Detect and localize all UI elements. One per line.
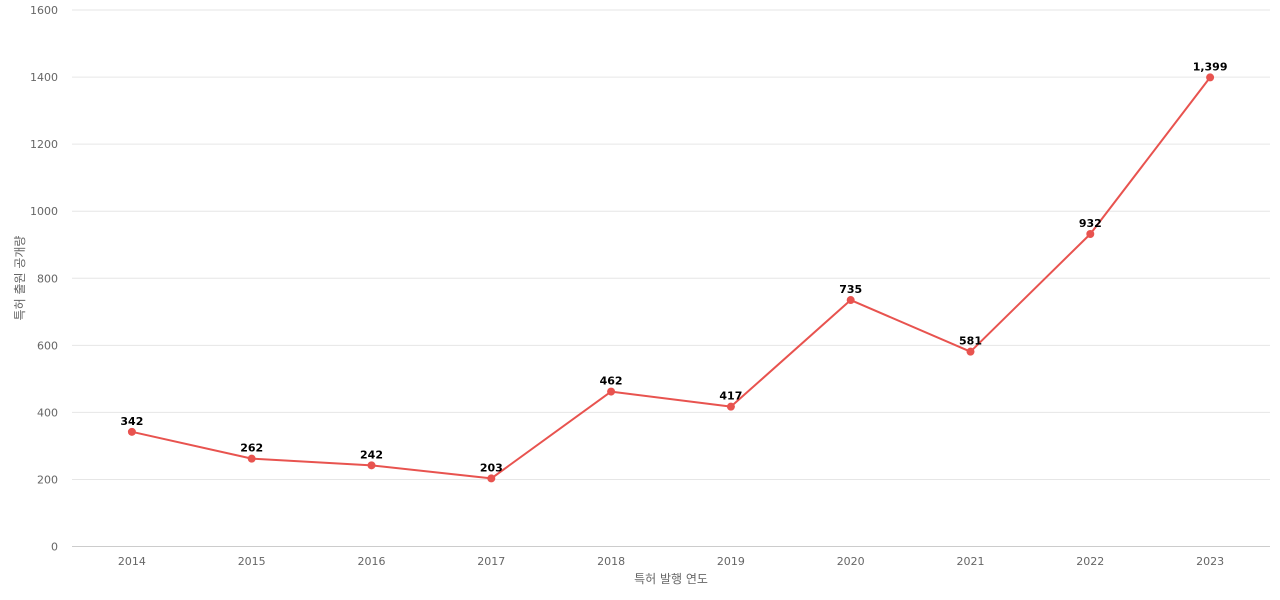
- y-tick-label: 600: [37, 339, 58, 352]
- y-tick-label: 1600: [30, 4, 58, 17]
- y-tick-label: 1000: [30, 205, 58, 218]
- x-tick-label: 2020: [837, 555, 865, 568]
- y-axis-title: 특허 출원 공개량: [13, 236, 27, 321]
- data-point-2021[interactable]: [966, 347, 975, 356]
- data-label-2014: 342: [120, 415, 143, 428]
- data-label-2022: 932: [1079, 217, 1102, 230]
- x-tick-label: 2014: [118, 555, 146, 568]
- data-label-2015: 262: [240, 442, 263, 455]
- series-line: [131, 76, 1211, 480]
- data-point-2020[interactable]: [846, 296, 855, 305]
- data-point-2018[interactable]: [607, 387, 616, 396]
- y-tick-label: 800: [37, 272, 58, 285]
- data-label-2023: 1,399: [1193, 60, 1228, 73]
- grid-layer: [72, 9, 1270, 547]
- y-tick-label: 0: [51, 541, 58, 554]
- data-point-2017[interactable]: [487, 474, 496, 483]
- data-label-2017: 203: [480, 461, 503, 474]
- y-tick-label: 400: [37, 406, 58, 419]
- data-point-2016[interactable]: [367, 461, 376, 470]
- data-label-2016: 242: [360, 448, 383, 461]
- data-point-2015[interactable]: [247, 454, 256, 463]
- data-point-2022[interactable]: [1086, 229, 1095, 238]
- data-label-2021: 581: [959, 335, 982, 348]
- x-tick-label: 2017: [477, 555, 505, 568]
- x-tick-label: 2021: [957, 555, 985, 568]
- data-point-2019[interactable]: [726, 402, 735, 411]
- x-tick-label: 2019: [717, 555, 745, 568]
- data-label-layer: 342 262 242 203 462 417 735 581 932 1,399: [120, 60, 1227, 474]
- y-axis-ticks: 0 200 400 600 800 1000 1200 1400 1600: [30, 4, 58, 554]
- y-tick-label: 1200: [30, 138, 58, 151]
- x-tick-label: 2018: [597, 555, 625, 568]
- data-label-2020: 735: [839, 283, 862, 296]
- y-tick-label: 1400: [30, 71, 58, 84]
- x-tick-label: 2016: [358, 555, 386, 568]
- data-label-2019: 417: [719, 390, 742, 403]
- series-layer: [127, 73, 1215, 483]
- x-axis-ticks: 2014 2015 2016 2017 2018 2019 2020 2021 2022 2023: [118, 555, 1224, 568]
- y-tick-label: 200: [37, 473, 58, 486]
- data-point-2014[interactable]: [127, 427, 136, 436]
- x-axis-title: 특허 발행 연도: [634, 571, 708, 586]
- x-tick-label: 2023: [1196, 555, 1224, 568]
- x-tick-label: 2015: [238, 555, 266, 568]
- x-tick-label: 2022: [1076, 555, 1104, 568]
- data-point-2023[interactable]: [1206, 73, 1215, 82]
- data-label-2018: 462: [600, 375, 623, 388]
